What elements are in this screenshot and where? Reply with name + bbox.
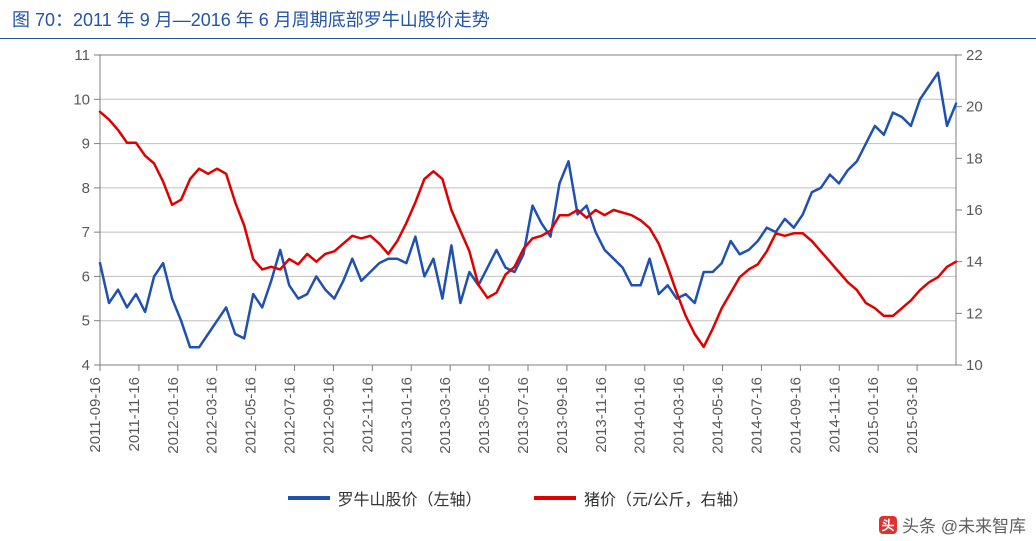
legend-swatch-stock	[288, 496, 330, 500]
svg-text:2015-01-16: 2015-01-16	[865, 377, 882, 454]
svg-text:2013-05-16: 2013-05-16	[476, 377, 493, 454]
svg-text:2014-09-16: 2014-09-16	[787, 377, 804, 454]
svg-text:2014-05-16: 2014-05-16	[710, 377, 727, 454]
svg-text:2014-01-16: 2014-01-16	[632, 377, 649, 454]
svg-text:2012-09-16: 2012-09-16	[320, 377, 337, 454]
svg-text:2014-07-16: 2014-07-16	[748, 377, 765, 454]
svg-text:2012-05-16: 2012-05-16	[243, 377, 260, 454]
svg-text:2012-11-16: 2012-11-16	[359, 377, 376, 453]
legend-item-stock: 罗牛山股价（左轴）	[288, 486, 482, 510]
watermark: 头 头条 @未来智库	[878, 512, 1026, 537]
svg-text:2012-07-16: 2012-07-16	[282, 377, 299, 454]
svg-text:10: 10	[73, 91, 90, 108]
svg-text:18: 18	[966, 150, 983, 167]
svg-text:2011-11-16: 2011-11-16	[126, 377, 143, 452]
svg-text:2014-11-16: 2014-11-16	[826, 377, 843, 453]
svg-text:6: 6	[82, 268, 90, 285]
legend-label-pork: 猪价（元/公斤，右轴）	[584, 486, 748, 510]
legend-item-pork: 猪价（元/公斤，右轴）	[534, 486, 748, 510]
svg-text:4: 4	[82, 357, 90, 374]
svg-text:11: 11	[74, 47, 90, 64]
title-prefix: 图 70：	[12, 10, 73, 30]
svg-text:12: 12	[966, 305, 983, 322]
watermark-icon: 头	[878, 515, 898, 535]
svg-text:8: 8	[82, 180, 90, 197]
watermark-text: 头条 @未来智库	[902, 512, 1026, 537]
svg-text:7: 7	[82, 224, 90, 241]
svg-text:5: 5	[82, 313, 90, 330]
line-chart: 4 5 6 7 8 9 10 11 10 12 14 16 18 20 22 2011-09-16 2011-1…	[0, 41, 1036, 481]
svg-text:9: 9	[82, 136, 90, 153]
svg-text:2012-01-16: 2012-01-16	[165, 377, 182, 454]
svg-text:10: 10	[966, 357, 983, 374]
legend-label-stock: 罗牛山股价（左轴）	[338, 486, 482, 510]
legend: 罗牛山股价（左轴） 猪价（元/公斤，右轴）	[0, 486, 1036, 510]
svg-text:2013-09-16: 2013-09-16	[554, 377, 571, 454]
svg-text:2014-03-16: 2014-03-16	[671, 377, 688, 454]
chart-container: 4 5 6 7 8 9 10 11 10 12 14 16 18 20 22 2011-09-16 2011-1…	[0, 41, 1036, 541]
chart-title: 图 70：2011 年 9 月—2016 年 6 月周期底部罗牛山股价走势	[0, 0, 1036, 39]
svg-text:14: 14	[966, 254, 983, 271]
legend-swatch-pork	[534, 496, 576, 500]
svg-text:2011-09-16: 2011-09-16	[87, 377, 104, 453]
svg-text:22: 22	[966, 47, 983, 64]
svg-text:2013-11-16: 2013-11-16	[593, 377, 610, 453]
svg-text:2013-07-16: 2013-07-16	[515, 377, 532, 454]
svg-text:2015-03-16: 2015-03-16	[904, 377, 921, 454]
svg-text:2013-01-16: 2013-01-16	[398, 377, 415, 454]
svg-text:2012-03-16: 2012-03-16	[204, 377, 221, 454]
title-text: 2011 年 9 月—2016 年 6 月周期底部罗牛山股价走势	[73, 10, 490, 30]
svg-text:16: 16	[966, 202, 983, 219]
svg-text:2013-03-16: 2013-03-16	[437, 377, 454, 454]
svg-text:20: 20	[966, 99, 983, 116]
svg-text:头: 头	[882, 518, 895, 533]
